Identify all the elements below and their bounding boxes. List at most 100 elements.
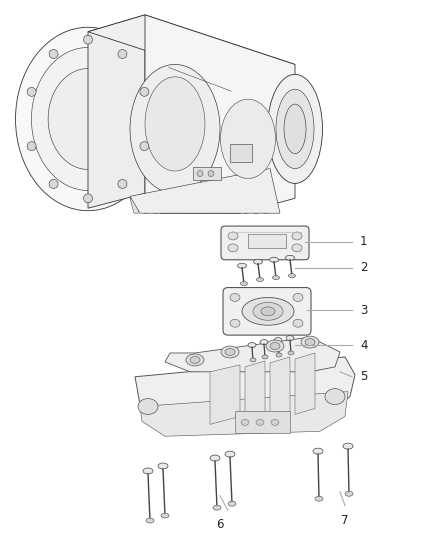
Ellipse shape <box>220 99 276 179</box>
Polygon shape <box>295 353 315 415</box>
Ellipse shape <box>269 257 279 262</box>
Ellipse shape <box>27 142 36 150</box>
Ellipse shape <box>240 281 247 286</box>
Polygon shape <box>170 198 180 213</box>
Ellipse shape <box>158 463 168 469</box>
Ellipse shape <box>256 419 264 425</box>
Ellipse shape <box>230 319 240 327</box>
Ellipse shape <box>228 244 238 252</box>
Polygon shape <box>150 198 160 213</box>
Ellipse shape <box>301 336 319 348</box>
Polygon shape <box>245 361 265 421</box>
Text: 2: 2 <box>360 261 367 274</box>
Ellipse shape <box>284 104 306 154</box>
Ellipse shape <box>32 47 145 190</box>
Ellipse shape <box>260 340 268 344</box>
Polygon shape <box>260 198 270 213</box>
Ellipse shape <box>228 501 236 506</box>
Polygon shape <box>88 15 295 82</box>
Ellipse shape <box>253 302 283 320</box>
Ellipse shape <box>345 491 353 496</box>
Bar <box>235 411 290 433</box>
Polygon shape <box>160 198 170 213</box>
Ellipse shape <box>118 50 127 59</box>
Ellipse shape <box>48 69 128 169</box>
Ellipse shape <box>210 455 220 461</box>
Polygon shape <box>130 198 140 213</box>
Ellipse shape <box>241 419 249 425</box>
Text: 4: 4 <box>360 338 367 352</box>
Polygon shape <box>180 198 190 213</box>
Polygon shape <box>210 198 220 213</box>
Polygon shape <box>210 365 240 424</box>
Ellipse shape <box>49 50 58 59</box>
Ellipse shape <box>262 355 268 359</box>
Ellipse shape <box>268 75 322 183</box>
Ellipse shape <box>27 87 36 96</box>
Ellipse shape <box>271 419 279 425</box>
Bar <box>193 167 221 181</box>
Circle shape <box>208 171 214 176</box>
Ellipse shape <box>250 358 256 362</box>
Ellipse shape <box>254 259 262 264</box>
Ellipse shape <box>292 244 302 252</box>
Ellipse shape <box>288 351 294 355</box>
Ellipse shape <box>230 294 240 302</box>
Polygon shape <box>270 357 290 417</box>
Ellipse shape <box>237 263 247 268</box>
Ellipse shape <box>293 294 303 302</box>
Ellipse shape <box>190 357 200 364</box>
Ellipse shape <box>145 77 205 171</box>
Ellipse shape <box>84 35 92 44</box>
Ellipse shape <box>213 505 221 510</box>
Polygon shape <box>135 357 355 426</box>
Ellipse shape <box>242 297 294 325</box>
Ellipse shape <box>225 349 235 356</box>
FancyBboxPatch shape <box>223 287 311 335</box>
Ellipse shape <box>313 448 323 454</box>
Ellipse shape <box>276 89 314 168</box>
Text: 6: 6 <box>216 518 224 530</box>
Ellipse shape <box>138 399 158 415</box>
Polygon shape <box>145 15 295 213</box>
Polygon shape <box>140 198 150 213</box>
Polygon shape <box>200 198 210 213</box>
Polygon shape <box>130 168 280 213</box>
Ellipse shape <box>272 276 279 280</box>
Text: 5: 5 <box>360 370 367 383</box>
Polygon shape <box>230 198 240 213</box>
Ellipse shape <box>140 142 149 150</box>
Polygon shape <box>250 198 260 213</box>
Ellipse shape <box>228 232 238 240</box>
Ellipse shape <box>276 353 282 357</box>
Ellipse shape <box>261 307 275 316</box>
Ellipse shape <box>140 87 149 96</box>
Ellipse shape <box>289 273 296 278</box>
Text: 7: 7 <box>341 514 349 527</box>
Ellipse shape <box>221 346 239 358</box>
Ellipse shape <box>274 337 282 343</box>
Bar <box>230 144 252 161</box>
Ellipse shape <box>225 451 235 457</box>
Text: 1: 1 <box>360 236 367 248</box>
Ellipse shape <box>15 27 160 211</box>
Polygon shape <box>220 198 230 213</box>
Polygon shape <box>190 198 200 213</box>
Ellipse shape <box>49 180 58 189</box>
Ellipse shape <box>286 255 294 260</box>
Ellipse shape <box>325 389 345 405</box>
Ellipse shape <box>270 343 280 350</box>
Polygon shape <box>88 15 145 208</box>
Polygon shape <box>240 198 250 213</box>
Circle shape <box>197 171 203 176</box>
Ellipse shape <box>161 513 169 518</box>
Ellipse shape <box>343 443 353 449</box>
Ellipse shape <box>146 518 154 523</box>
Ellipse shape <box>266 340 284 352</box>
Ellipse shape <box>286 336 294 341</box>
Polygon shape <box>140 392 348 436</box>
Ellipse shape <box>143 468 153 474</box>
Ellipse shape <box>315 496 323 501</box>
Ellipse shape <box>248 343 256 348</box>
Ellipse shape <box>118 180 127 189</box>
